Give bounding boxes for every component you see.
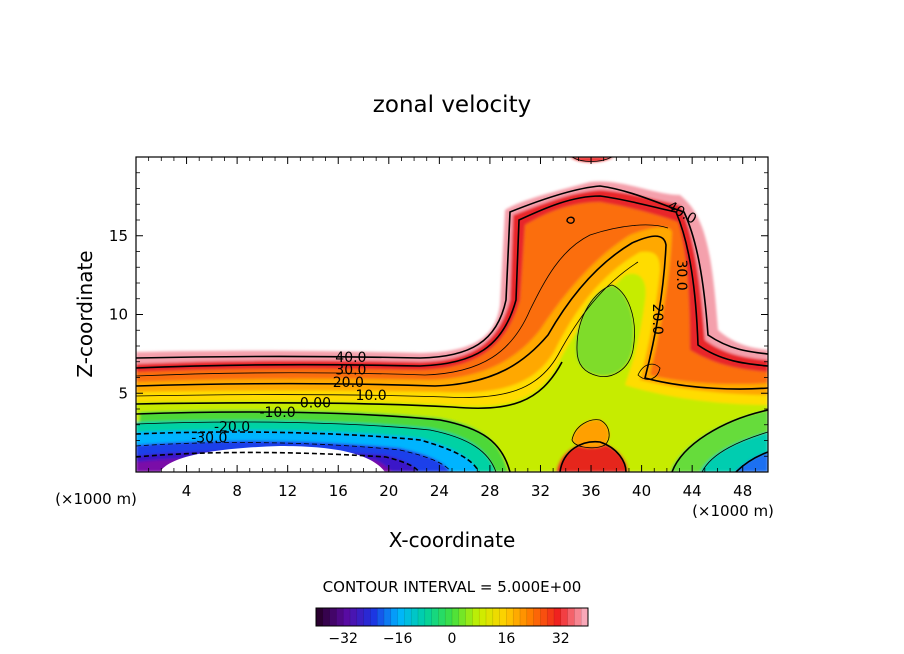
colorbar-cell — [499, 608, 507, 626]
colorbar: −32 −16 0 16 32 — [315, 607, 589, 647]
contour-label: 20.0 — [649, 304, 665, 335]
x-unit-left: (×1000 m) — [55, 490, 137, 508]
contour-interval-note: CONTOUR INTERVAL = 5.000E+00 — [323, 578, 582, 596]
contour-lines — [136, 157, 768, 472]
colorbar-cell — [581, 608, 589, 626]
colorbar-cell — [560, 608, 568, 626]
colorbar-cell — [350, 608, 358, 626]
colorbar-tick-label: 32 — [552, 631, 570, 647]
contour-label: 10.0 — [356, 388, 387, 404]
colorbar-cell — [540, 608, 548, 626]
y-tick-label: 15 — [109, 227, 128, 245]
x-tick-label: 28 — [480, 482, 499, 500]
colorbar-cell — [370, 608, 378, 626]
colorbar-cell — [390, 608, 398, 626]
colorbar-cell — [397, 608, 405, 626]
colorbar-cell — [520, 608, 528, 626]
colorbar-cell — [363, 608, 371, 626]
colorbar-cell — [526, 608, 534, 626]
colorbar-cell — [418, 608, 426, 626]
y-axis: 5 10 15 — [109, 172, 768, 457]
colorbar-frame — [315, 607, 589, 627]
colorbar-cell — [438, 608, 446, 626]
contour-labels: 40.030.020.010.00.00-10.0-20.0-30.040.03… — [191, 198, 699, 446]
colorbar-cell — [404, 608, 412, 626]
colorbar-tick-label: 0 — [448, 631, 457, 647]
colorbar-cell — [322, 608, 330, 626]
x-axis: 4 8 12 16 20 24 28 32 36 40 44 48 — [148, 157, 769, 500]
colorbar-cell — [424, 608, 432, 626]
colorbar-cell — [479, 608, 487, 626]
colorbar-cell — [547, 608, 555, 626]
x-axis-label: X-coordinate — [389, 528, 516, 552]
colorbar-cell — [574, 608, 582, 626]
contour-label: -10.0 — [259, 405, 295, 421]
colorbar-tick-label: 16 — [497, 631, 515, 647]
colorbar-cell — [411, 608, 419, 626]
x-tick-label: 40 — [632, 482, 651, 500]
x-tick-label: 20 — [379, 482, 398, 500]
x-tick-label: 24 — [430, 482, 449, 500]
contour-fill — [136, 157, 768, 472]
colorbar-cell — [486, 608, 494, 626]
colorbar-cell — [316, 608, 324, 626]
colorbar-cell — [377, 608, 385, 626]
contour-label: 40.0 — [335, 350, 366, 366]
colorbar-cell — [465, 608, 473, 626]
core-red — [556, 441, 628, 472]
chart-title: zonal velocity — [373, 92, 531, 118]
colorbar-cell — [343, 608, 351, 626]
colorbar-cell — [533, 608, 541, 626]
x-tick-label: 4 — [182, 482, 192, 500]
y-tick-label: 10 — [109, 306, 128, 324]
colorbar-cell — [329, 608, 337, 626]
colorbar-tick-label: −16 — [383, 631, 413, 647]
colorbar-cell — [336, 608, 344, 626]
x-unit-right: (×1000 m) — [692, 502, 774, 520]
colorbar-cell — [384, 608, 392, 626]
colorbar-cell — [506, 608, 514, 626]
contour-label: 30.0 — [335, 363, 366, 379]
contour-label: -20.0 — [214, 419, 250, 435]
colorbar-tick-label: −32 — [328, 631, 358, 647]
contour-label: 0.00 — [300, 396, 331, 412]
contour-label: 20.0 — [333, 375, 364, 391]
x-tick-label: 48 — [733, 482, 752, 500]
x-tick-label: 36 — [581, 482, 600, 500]
x-tick-label: 8 — [232, 482, 242, 500]
y-axis-label: Z-coordinate — [73, 250, 97, 377]
colorbar-cell — [472, 608, 480, 626]
x-tick-label: 12 — [278, 482, 297, 500]
y-tick-label: 5 — [118, 384, 128, 402]
core-amber — [572, 419, 610, 448]
colorbar-cell — [513, 608, 521, 626]
colorbar-cell — [445, 608, 453, 626]
colorbar-cell — [554, 608, 562, 626]
band-green — [575, 285, 634, 376]
top-cap — [570, 157, 614, 163]
x-tick-label: 44 — [683, 482, 702, 500]
colorbar-cell — [452, 608, 460, 626]
band-blue-right — [735, 452, 768, 472]
contour-label: 30.0 — [673, 260, 689, 291]
contour-label: -30.0 — [191, 430, 227, 446]
x-tick-label: 16 — [329, 482, 348, 500]
x-tick-label: 32 — [531, 482, 550, 500]
colorbar-cell — [492, 608, 500, 626]
colorbar-cell — [431, 608, 439, 626]
colorbar-cell — [356, 608, 364, 626]
colorbar-cell — [458, 608, 466, 626]
colorbar-cell — [567, 608, 575, 626]
